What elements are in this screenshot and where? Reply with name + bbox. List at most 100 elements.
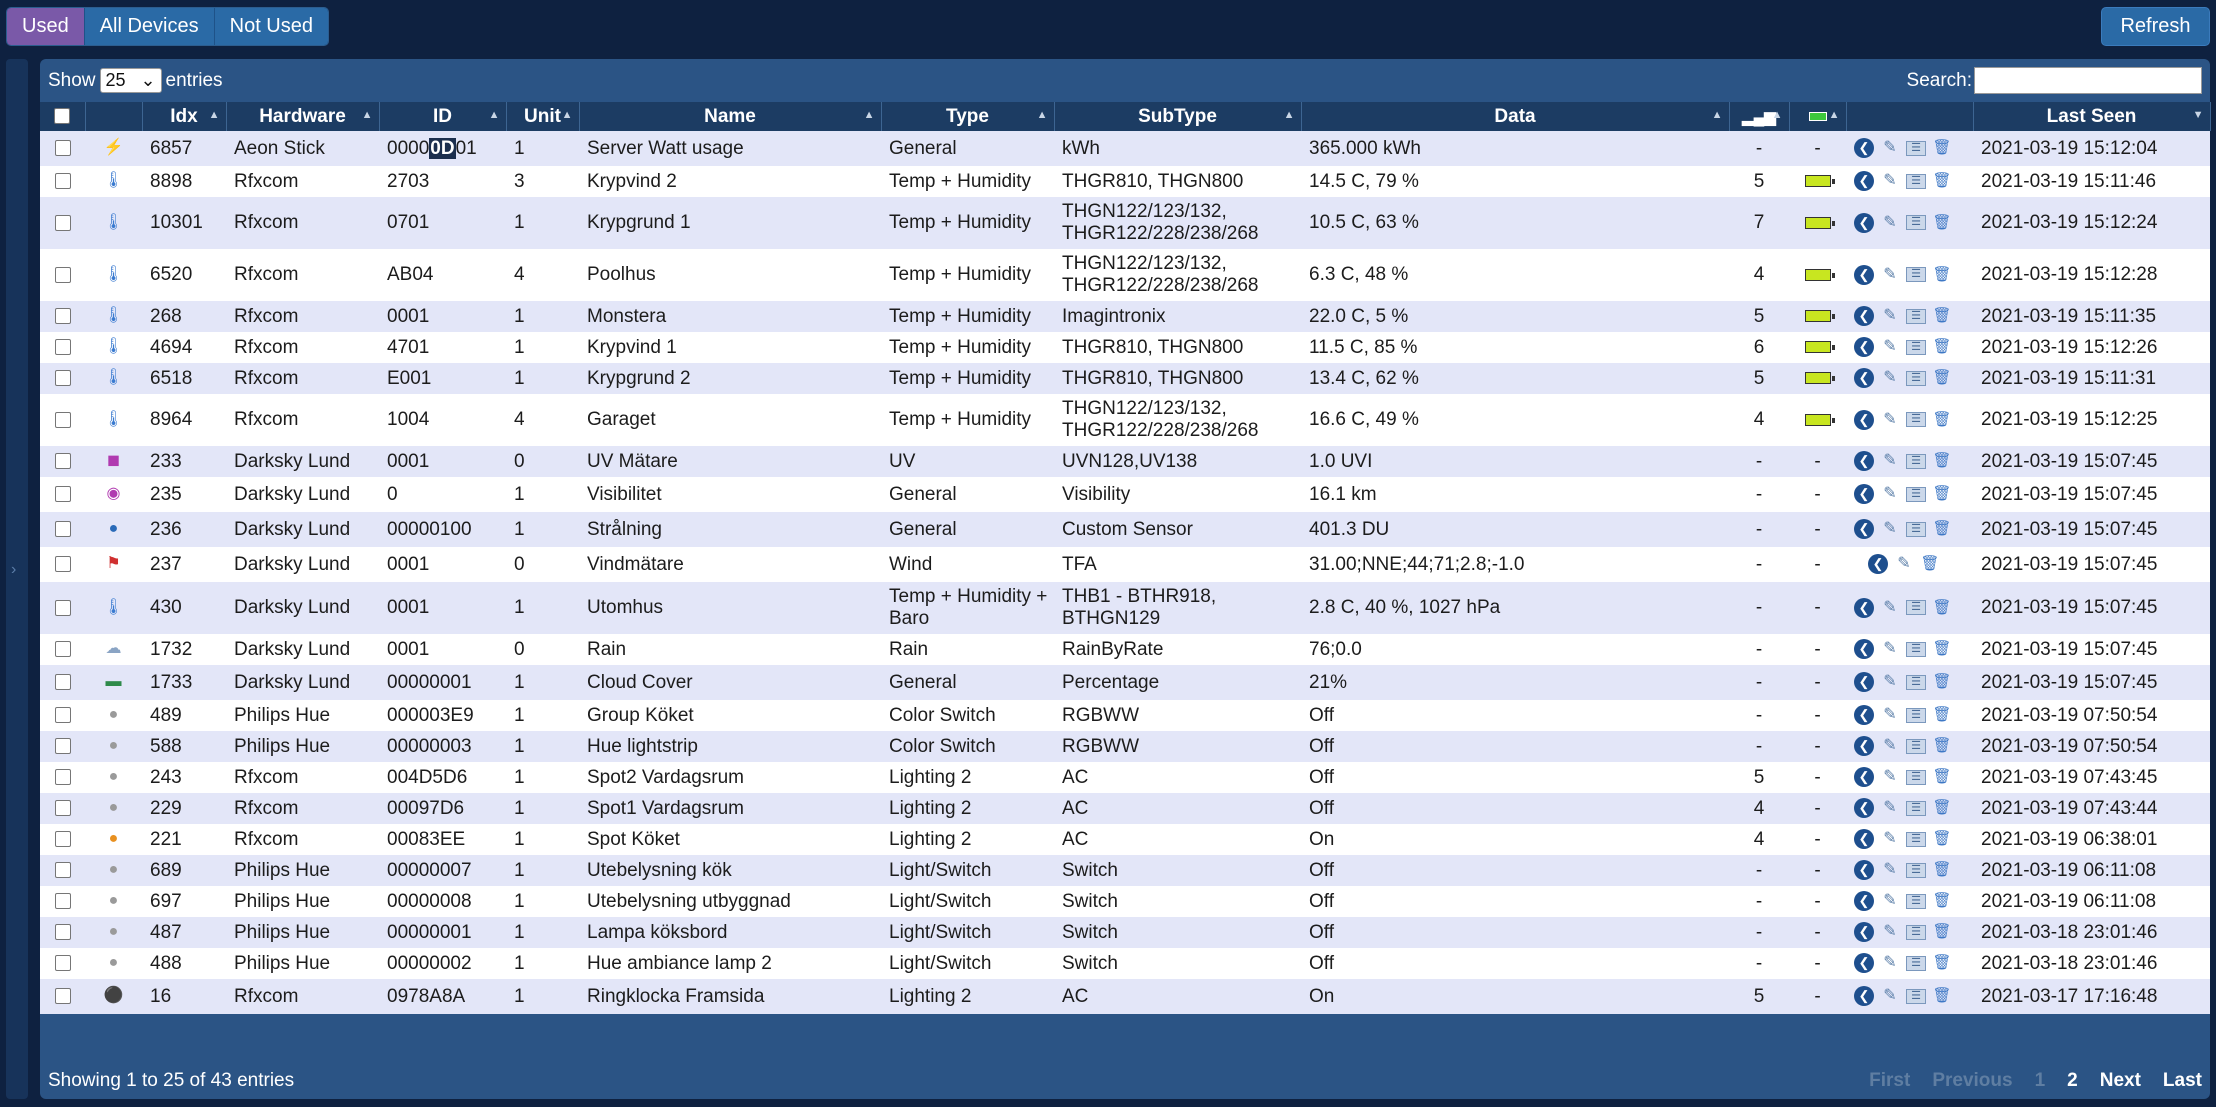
delete-trash-icon[interactable]: 🗑	[1932, 307, 1952, 325]
edit-pencil-icon[interactable]: ✎	[1883, 520, 1897, 538]
replace-back-icon[interactable]: ❮	[1854, 705, 1874, 726]
row-checkbox[interactable]	[54, 140, 71, 157]
replace-back-icon[interactable]: ❮	[1854, 597, 1874, 618]
row-checkbox[interactable]	[54, 411, 71, 428]
cell-select[interactable]	[40, 197, 85, 249]
edit-pencil-icon[interactable]: ✎	[1883, 338, 1897, 356]
column-header-hardware[interactable]: Hardware ▲	[226, 102, 380, 131]
log-table-icon[interactable]: ☰	[1906, 339, 1926, 355]
column-header-idx[interactable]: Idx ▲	[142, 102, 227, 131]
edit-pencil-icon[interactable]: ✎	[1883, 830, 1897, 848]
cell-select[interactable]	[40, 824, 85, 855]
edit-pencil-icon[interactable]: ✎	[1883, 987, 1897, 1005]
log-table-icon[interactable]: ☰	[1906, 140, 1926, 156]
replace-back-icon[interactable]: ❮	[1854, 368, 1874, 389]
cell-select[interactable]	[40, 886, 85, 917]
delete-trash-icon[interactable]: 🗑	[1932, 706, 1952, 724]
delete-trash-icon[interactable]: 🗑	[1932, 410, 1952, 428]
replace-back-icon[interactable]: ❮	[1854, 306, 1874, 327]
table-row[interactable]: ◉ 235 Darksky Lund 0 1 Visibilitet General Visi…	[40, 477, 2210, 512]
log-table-icon[interactable]: ☰	[1906, 370, 1926, 386]
cell-select[interactable]	[40, 634, 85, 665]
cell-select[interactable]	[40, 547, 85, 582]
log-table-icon[interactable]: ☰	[1906, 674, 1926, 690]
log-table-icon[interactable]: ☰	[1906, 486, 1926, 502]
select-all-checkbox[interactable]	[54, 108, 71, 125]
row-checkbox[interactable]	[54, 862, 71, 879]
table-row[interactable]: ● 221 Rfxcom 00083EE 1 Spot Köket Lighting 2 AC…	[40, 824, 2210, 855]
replace-back-icon[interactable]: ❮	[1854, 519, 1874, 540]
delete-trash-icon[interactable]: 🗑	[1932, 369, 1952, 387]
cell-select[interactable]	[40, 394, 85, 446]
cell-select[interactable]	[40, 332, 85, 363]
cell-select[interactable]	[40, 363, 85, 394]
replace-back-icon[interactable]: ❮	[1854, 409, 1874, 430]
pager-previous[interactable]: Previous	[1932, 1070, 2013, 1091]
row-checkbox[interactable]	[54, 988, 71, 1005]
replace-back-icon[interactable]: ❮	[1854, 138, 1874, 159]
log-table-icon[interactable]: ☰	[1906, 800, 1926, 816]
table-row[interactable]: ☁ 1732 Darksky Lund 0001 0 Rain Rain RainByRate…	[40, 634, 2210, 665]
edit-pencil-icon[interactable]: ✎	[1883, 673, 1897, 691]
replace-back-icon[interactable]: ❮	[1854, 639, 1874, 660]
delete-trash-icon[interactable]: 🗑	[1932, 954, 1952, 972]
table-row[interactable]: ● 697 Philips Hue 00000008 1 Utebelysning utb…	[40, 886, 2210, 917]
filter-all-devices-button[interactable]: All Devices	[83, 8, 214, 45]
cell-select[interactable]	[40, 512, 85, 547]
log-table-icon[interactable]: ☰	[1906, 267, 1926, 283]
cell-select[interactable]	[40, 762, 85, 793]
pager-next[interactable]: Next	[2099, 1070, 2141, 1091]
replace-back-icon[interactable]: ❮	[1854, 264, 1874, 285]
log-table-icon[interactable]: ☰	[1906, 738, 1926, 754]
table-row[interactable]: ◼ 233 Darksky Lund 0001 0 UV Mätare UV UVN128,U…	[40, 446, 2210, 477]
edit-pencil-icon[interactable]: ✎	[1883, 768, 1897, 786]
replace-back-icon[interactable]: ❮	[1854, 484, 1874, 505]
delete-trash-icon[interactable]: 🗑	[1932, 338, 1952, 356]
replace-back-icon[interactable]: ❮	[1854, 171, 1874, 192]
log-table-icon[interactable]: ☰	[1906, 924, 1926, 940]
replace-back-icon[interactable]: ❮	[1854, 337, 1874, 358]
replace-back-icon[interactable]: ❮	[1854, 212, 1874, 233]
row-checkbox[interactable]	[54, 674, 71, 691]
table-row[interactable]: 🌡 10301 Rfxcom 0701 1 Krypgrund 1 Temp + Humid…	[40, 197, 2210, 249]
delete-trash-icon[interactable]: 🗑	[1932, 485, 1952, 503]
edit-pencil-icon[interactable]: ✎	[1883, 452, 1897, 470]
replace-back-icon[interactable]: ❮	[1854, 829, 1874, 850]
table-row[interactable]: ● 236 Darksky Lund 00000100 1 Strålning Genera…	[40, 512, 2210, 547]
log-table-icon[interactable]: ☰	[1906, 173, 1926, 189]
pager-last[interactable]: Last	[2162, 1070, 2202, 1091]
replace-back-icon[interactable]: ❮	[1854, 860, 1874, 881]
delete-trash-icon[interactable]: 🗑	[1932, 265, 1952, 283]
delete-trash-icon[interactable]: 🗑	[1932, 861, 1952, 879]
row-checkbox[interactable]	[54, 339, 71, 356]
select-all-header[interactable]	[40, 102, 86, 131]
delete-trash-icon[interactable]: 🗑	[1932, 640, 1952, 658]
edit-pencil-icon[interactable]: ✎	[1883, 923, 1897, 941]
delete-trash-icon[interactable]: 🗑	[1932, 520, 1952, 538]
column-header-id[interactable]: ID ▲	[379, 102, 507, 131]
edit-pencil-icon[interactable]: ✎	[1883, 799, 1897, 817]
table-row[interactable]: ● 487 Philips Hue 00000001 1 Lampa köksbord Li…	[40, 917, 2210, 948]
row-checkbox[interactable]	[54, 308, 71, 325]
replace-back-icon[interactable]: ❮	[1854, 953, 1874, 974]
delete-trash-icon[interactable]: 🗑	[1932, 172, 1952, 190]
row-checkbox[interactable]	[54, 214, 71, 231]
edit-pencil-icon[interactable]: ✎	[1883, 410, 1897, 428]
row-checkbox[interactable]	[54, 599, 71, 616]
row-checkbox[interactable]	[54, 769, 71, 786]
replace-back-icon[interactable]: ❮	[1868, 554, 1888, 575]
table-row[interactable]: ⚫ 16 Rfxcom 0978A8A 1 Ringklocka Framsida Ligh…	[40, 979, 2210, 1014]
log-table-icon[interactable]: ☰	[1906, 641, 1926, 657]
table-row[interactable]: ● 229 Rfxcom 00097D6 1 Spot1 Vardagsrum Lighti…	[40, 793, 2210, 824]
entries-select[interactable]: 25 ⌄	[99, 68, 162, 93]
edit-pencil-icon[interactable]: ✎	[1883, 892, 1897, 910]
delete-trash-icon[interactable]: 🗑	[1932, 673, 1952, 691]
edit-pencil-icon[interactable]: ✎	[1883, 598, 1897, 616]
delete-trash-icon[interactable]: 🗑	[1932, 892, 1952, 910]
log-table-icon[interactable]: ☰	[1906, 412, 1926, 428]
log-table-icon[interactable]: ☰	[1906, 215, 1926, 231]
row-checkbox[interactable]	[54, 955, 71, 972]
row-checkbox[interactable]	[54, 800, 71, 817]
chevron-right-icon[interactable]: ›	[11, 561, 17, 578]
delete-trash-icon[interactable]: 🗑	[1932, 987, 1952, 1005]
